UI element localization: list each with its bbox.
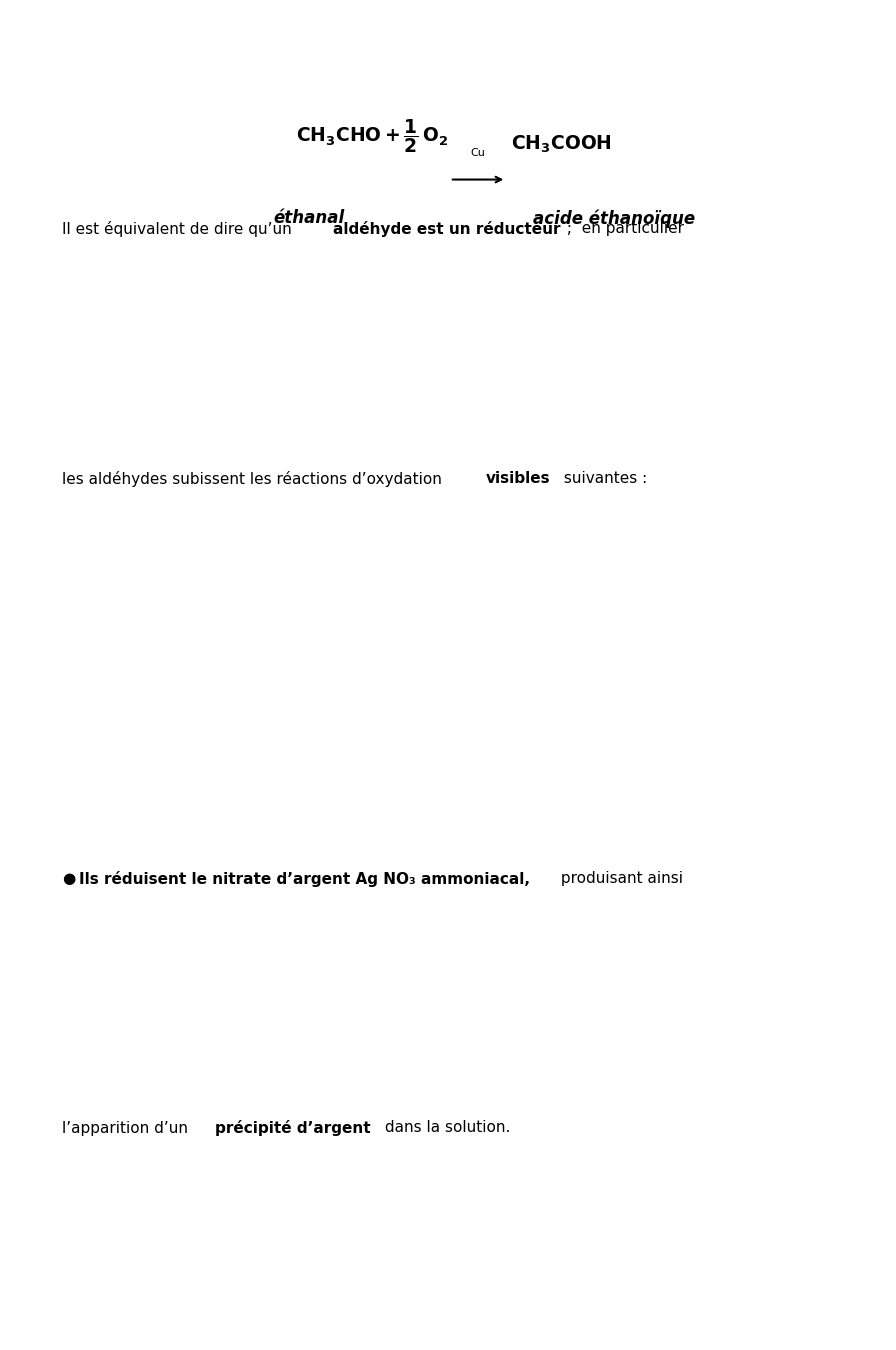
Text: $\mathbf{CH_3CHO + \dfrac{1}{2}\,O_2}$: $\mathbf{CH_3CHO + \dfrac{1}{2}\,O_2}$ (296, 117, 448, 155)
Text: suivantes :: suivantes : (559, 471, 648, 486)
Text: visibles: visibles (486, 471, 550, 486)
Text: éthanal: éthanal (273, 209, 345, 227)
Text: ●: ● (62, 871, 75, 886)
Text: aldéhyde est un réducteur: aldéhyde est un réducteur (333, 221, 561, 238)
Text: $\mathbf{CH_3COOH}$: $\mathbf{CH_3COOH}$ (511, 134, 612, 155)
Text: les aldéhydes subissent les réactions d’oxydation: les aldéhydes subissent les réactions d’… (62, 471, 447, 487)
Text: produisant ainsi: produisant ainsi (556, 871, 683, 886)
Text: dans la solution.: dans la solution. (380, 1120, 510, 1135)
Text: Ils réduisent le nitrate d’argent Ag NO₃ ammoniacal,: Ils réduisent le nitrate d’argent Ag NO₃… (79, 871, 530, 887)
Text: précipité d’argent: précipité d’argent (215, 1120, 370, 1137)
Text: l’apparition d’un: l’apparition d’un (62, 1120, 193, 1135)
Text: ;  en particulier: ; en particulier (563, 221, 685, 236)
Text: Cu: Cu (470, 148, 486, 158)
Text: Il est équivalent de dire qu’un: Il est équivalent de dire qu’un (62, 221, 297, 238)
Text: acide éthanoïque: acide éthanoïque (533, 209, 694, 228)
